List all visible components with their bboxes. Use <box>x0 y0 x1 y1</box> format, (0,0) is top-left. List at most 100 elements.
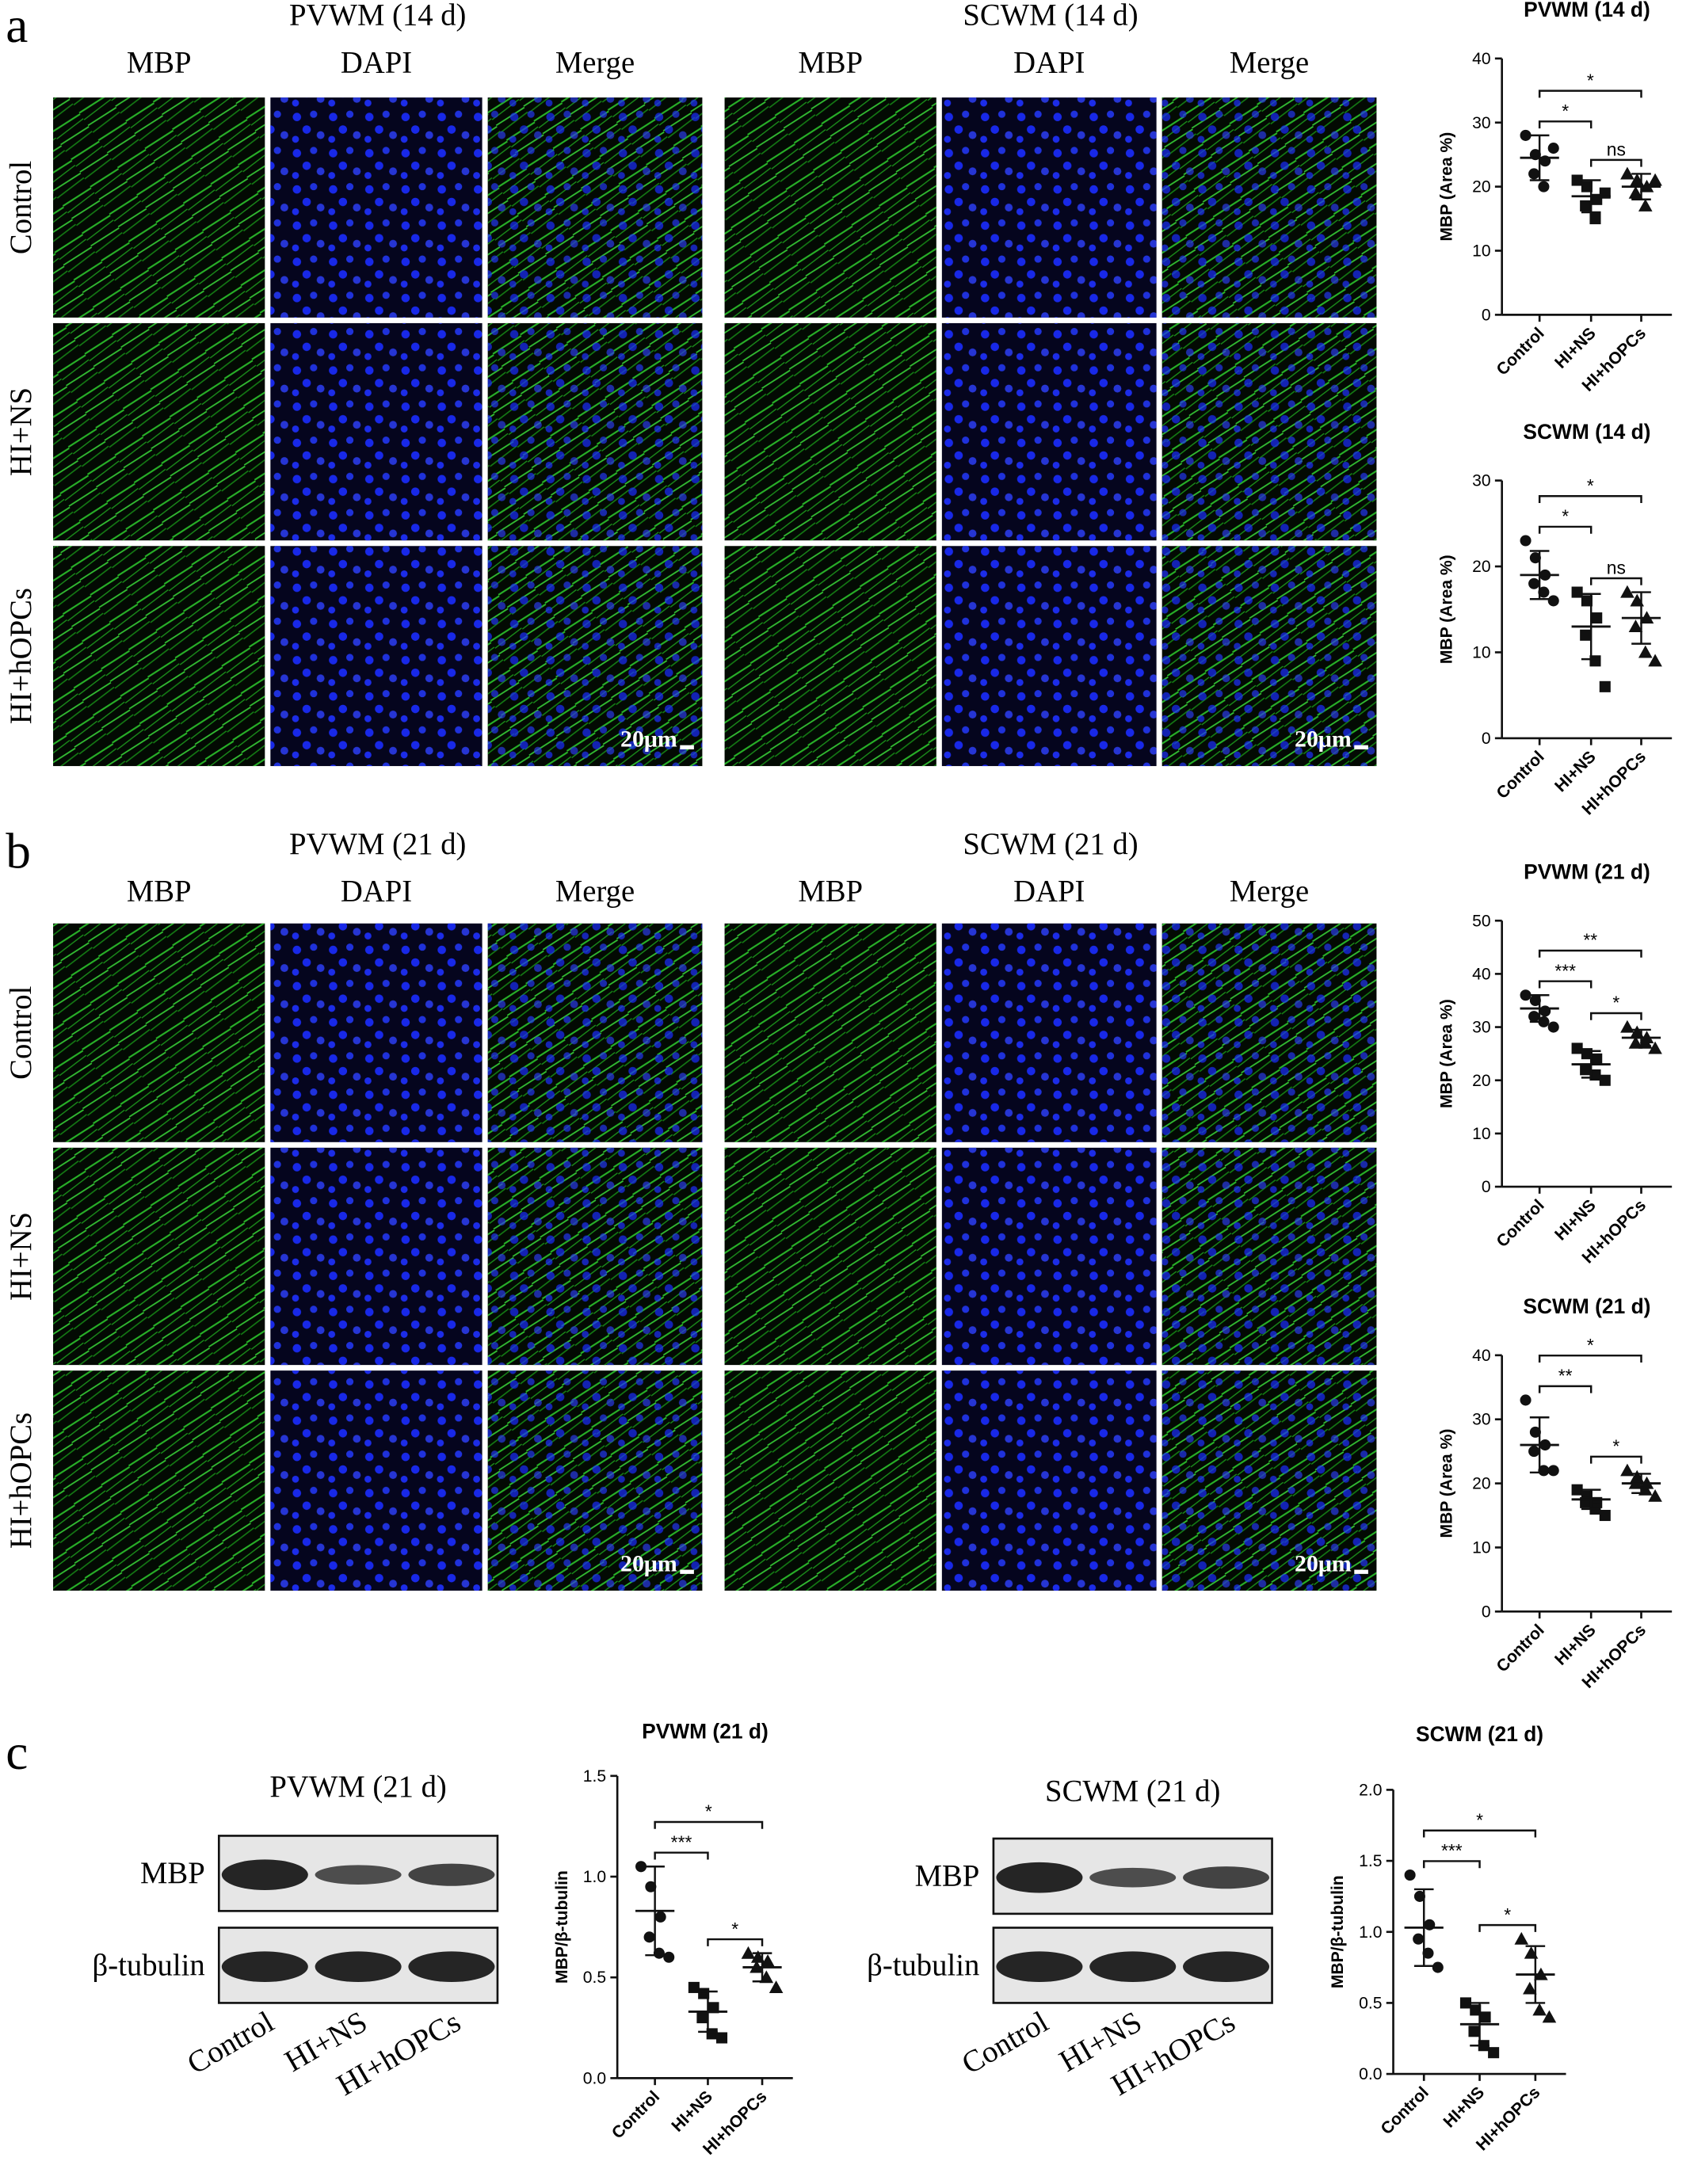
data-point <box>688 1981 700 1993</box>
y-tick-label: 1.0 <box>1359 1923 1382 1942</box>
significance-label: ** <box>1583 930 1597 951</box>
blot-band <box>315 1951 402 1983</box>
data-point <box>1648 1041 1662 1054</box>
y-tick-label: 10 <box>1472 1538 1490 1557</box>
data-point <box>1648 654 1662 667</box>
significance-label: * <box>1562 506 1569 527</box>
scale-bar <box>1354 1569 1368 1574</box>
y-tick-label: 30 <box>1472 1411 1490 1429</box>
scale-bar <box>680 1569 694 1574</box>
data-point <box>1479 2011 1491 2023</box>
significance-bracket <box>1589 158 1642 167</box>
data-point <box>696 2012 708 2024</box>
data-point <box>1589 655 1601 667</box>
data-point <box>1648 173 1662 186</box>
channel-label: DAPI <box>341 46 412 79</box>
significance-label: * <box>1612 993 1619 1013</box>
panel-label: b <box>6 823 31 879</box>
x-tick-label: HI+NS <box>1551 1621 1600 1669</box>
channel-label: Merge <box>555 875 635 909</box>
significance-label: ** <box>1558 1366 1573 1386</box>
data-point <box>645 1881 657 1892</box>
nuclei-signal <box>270 923 483 1142</box>
blot-band <box>408 1863 495 1886</box>
scale-bar-label: 20μm <box>620 726 677 752</box>
row-label: HI+NS <box>5 387 38 476</box>
blot-row-label: MBP <box>140 1857 205 1890</box>
fiber-signal <box>724 1147 936 1366</box>
data-point <box>1591 612 1603 624</box>
significance-label: *** <box>1441 1840 1463 1861</box>
y-tick-label: 30 <box>1472 1019 1490 1037</box>
data-point <box>1571 1484 1583 1496</box>
significance-bracket <box>1538 980 1593 989</box>
data-point <box>1422 1947 1434 1959</box>
significance-label: * <box>1587 475 1594 496</box>
significance-bracket <box>1538 1385 1593 1393</box>
significance-bracket <box>1422 1860 1481 1869</box>
group-title: SCWM (14 d) <box>963 0 1138 32</box>
y-tick-label: 0.0 <box>1359 2065 1382 2083</box>
scale-bar-label: 20μm <box>1295 1550 1352 1576</box>
y-tick-label: 0.5 <box>1359 1994 1382 2012</box>
nuclei-signal <box>270 546 483 767</box>
data-point <box>1628 619 1643 632</box>
significance-bracket <box>1538 949 1642 958</box>
nuclei-signal <box>941 97 1157 318</box>
data-point <box>1528 168 1540 180</box>
significance-label: * <box>1587 70 1594 90</box>
channel-label: MBP <box>798 875 863 909</box>
data-point <box>1591 1053 1603 1065</box>
x-tick-label: Control <box>1493 1621 1547 1675</box>
data-point <box>1528 1446 1540 1458</box>
y-axis-label: MBP (Area %) <box>1437 999 1455 1108</box>
row-label: HI+NS <box>5 1212 38 1301</box>
y-tick-label: 50 <box>1472 912 1490 930</box>
nuclei-signal <box>487 546 703 767</box>
channel-label: Merge <box>1230 875 1309 909</box>
fiber-signal <box>724 1370 936 1591</box>
nuclei-signal <box>487 923 703 1142</box>
chart-title: PVWM (14 d) <box>1524 0 1650 21</box>
data-point <box>1547 1465 1559 1477</box>
data-point <box>1520 1394 1532 1406</box>
data-point <box>1432 1961 1444 1973</box>
data-point <box>1520 989 1532 1001</box>
significance-bracket <box>1538 90 1642 98</box>
data-point <box>1528 577 1540 589</box>
data-point <box>741 1946 756 1959</box>
lane-label: Control <box>956 2005 1054 2080</box>
significance-bracket <box>654 1851 709 1860</box>
data-point <box>1599 1074 1611 1086</box>
nuclei-signal <box>487 97 703 318</box>
data-point <box>1547 595 1559 607</box>
y-tick-label: 0.5 <box>583 1969 606 1987</box>
channel-label: MBP <box>798 46 863 79</box>
significance-bracket <box>1538 1354 1642 1363</box>
fiber-signal <box>53 322 265 541</box>
significance-label: ns <box>1607 558 1626 578</box>
data-point <box>1547 1021 1559 1033</box>
data-point <box>1571 174 1583 186</box>
y-tick-label: 0 <box>1482 1603 1491 1621</box>
group-title: PVWM (14 d) <box>289 0 466 32</box>
group-title: SCWM (21 d) <box>963 828 1138 861</box>
significance-label: * <box>731 1919 738 1939</box>
data-point <box>769 1980 784 1993</box>
channel-label: DAPI <box>341 875 412 909</box>
blot-row-label: β-tubulin <box>93 1949 205 1982</box>
nuclei-signal <box>270 97 483 318</box>
y-tick-label: 30 <box>1472 472 1490 490</box>
scale-bar-label: 20μm <box>620 1550 677 1576</box>
row-label: Control <box>5 986 38 1080</box>
y-axis-label: MBP (Area %) <box>1437 1429 1455 1538</box>
y-axis-label: MBP/β-tubulin <box>553 1870 571 1984</box>
nuclei-signal <box>1162 97 1377 318</box>
x-tick-label: Control <box>1493 748 1547 802</box>
data-point <box>1404 1869 1416 1881</box>
scale-bar <box>680 745 694 749</box>
blot-band <box>996 1862 1083 1893</box>
channel-label: DAPI <box>1013 46 1085 79</box>
nuclei-signal <box>1162 923 1377 1142</box>
